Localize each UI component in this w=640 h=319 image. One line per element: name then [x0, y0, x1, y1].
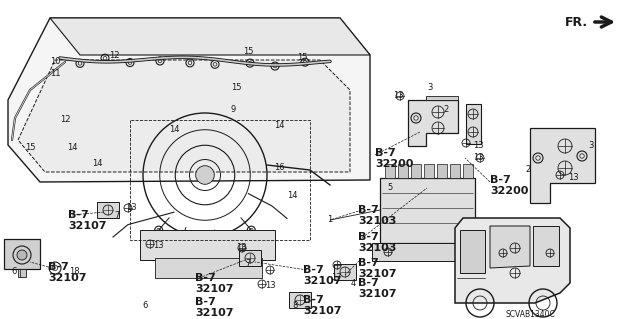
Text: B-7
32107: B-7 32107: [195, 273, 234, 294]
Text: 11: 11: [50, 69, 60, 78]
Polygon shape: [334, 264, 356, 280]
Text: 1: 1: [328, 216, 333, 225]
Polygon shape: [466, 104, 481, 144]
Text: SCVAB1340C: SCVAB1340C: [505, 310, 555, 319]
Text: FR.: FR.: [565, 16, 588, 28]
Polygon shape: [18, 60, 350, 172]
Bar: [450, 164, 460, 178]
Text: 13: 13: [473, 140, 483, 150]
Bar: [398, 164, 408, 178]
Bar: [4, 239, 40, 269]
Text: 14: 14: [287, 191, 297, 201]
Text: B-7
32200: B-7 32200: [490, 175, 529, 196]
Polygon shape: [8, 18, 370, 182]
Polygon shape: [289, 292, 311, 308]
Bar: [385, 164, 395, 178]
Text: 8: 8: [292, 301, 298, 310]
Text: 3: 3: [588, 140, 594, 150]
Bar: [18, 269, 26, 277]
Text: 6: 6: [12, 268, 17, 277]
Text: 13: 13: [153, 241, 163, 249]
Text: 14: 14: [92, 160, 102, 168]
Text: 14: 14: [169, 125, 179, 135]
Text: 9: 9: [230, 106, 236, 115]
Polygon shape: [239, 250, 261, 266]
Text: 14: 14: [67, 143, 77, 152]
Text: B-7
32107: B-7 32107: [358, 258, 397, 279]
Polygon shape: [155, 258, 262, 278]
Text: 17: 17: [331, 273, 341, 283]
Text: 18: 18: [68, 266, 79, 276]
Bar: [411, 164, 421, 178]
Text: B-7
32107: B-7 32107: [303, 295, 342, 316]
Polygon shape: [50, 18, 370, 55]
Text: 4: 4: [350, 279, 356, 288]
Text: 13: 13: [265, 280, 275, 290]
Text: 2: 2: [525, 166, 531, 174]
Text: 16: 16: [274, 162, 284, 172]
Text: 2: 2: [444, 106, 449, 115]
Bar: [463, 164, 473, 178]
Text: B-7
32107: B-7 32107: [303, 265, 342, 286]
Polygon shape: [533, 226, 559, 266]
Text: 13: 13: [393, 91, 403, 100]
Circle shape: [17, 250, 27, 260]
Text: 3: 3: [428, 84, 433, 93]
Polygon shape: [408, 100, 458, 146]
Text: 15: 15: [231, 84, 241, 93]
Text: 13: 13: [236, 243, 246, 253]
Text: 5: 5: [387, 183, 392, 192]
Text: 15: 15: [25, 144, 35, 152]
Text: 15: 15: [243, 48, 253, 56]
Bar: [424, 164, 434, 178]
Text: 14: 14: [274, 122, 284, 130]
Text: 10: 10: [50, 57, 60, 66]
Bar: [380, 178, 475, 243]
Text: 7: 7: [245, 258, 251, 268]
Text: B-7
32103: B-7 32103: [358, 232, 396, 253]
Text: B-7
32107: B-7 32107: [68, 210, 106, 231]
Polygon shape: [530, 128, 595, 203]
Text: B-7
32107: B-7 32107: [48, 262, 86, 283]
Text: 6: 6: [142, 301, 148, 310]
Text: B-7
32107: B-7 32107: [195, 297, 234, 318]
Text: B-7
32103: B-7 32103: [358, 205, 396, 226]
Text: 7: 7: [115, 211, 120, 219]
Text: B-7
32200: B-7 32200: [375, 148, 413, 169]
Bar: [437, 164, 447, 178]
Text: 13: 13: [473, 153, 483, 162]
Polygon shape: [97, 202, 119, 218]
Polygon shape: [455, 218, 570, 303]
Text: 12: 12: [60, 115, 70, 124]
Text: 15: 15: [297, 54, 307, 63]
Text: 13: 13: [125, 203, 136, 211]
Polygon shape: [140, 230, 275, 260]
Text: B-7
32107: B-7 32107: [358, 278, 397, 299]
Text: 13: 13: [568, 174, 579, 182]
Polygon shape: [372, 243, 483, 261]
Circle shape: [196, 166, 214, 184]
Text: 12: 12: [109, 50, 119, 60]
Polygon shape: [490, 226, 530, 268]
Polygon shape: [426, 96, 458, 100]
Polygon shape: [460, 230, 485, 273]
